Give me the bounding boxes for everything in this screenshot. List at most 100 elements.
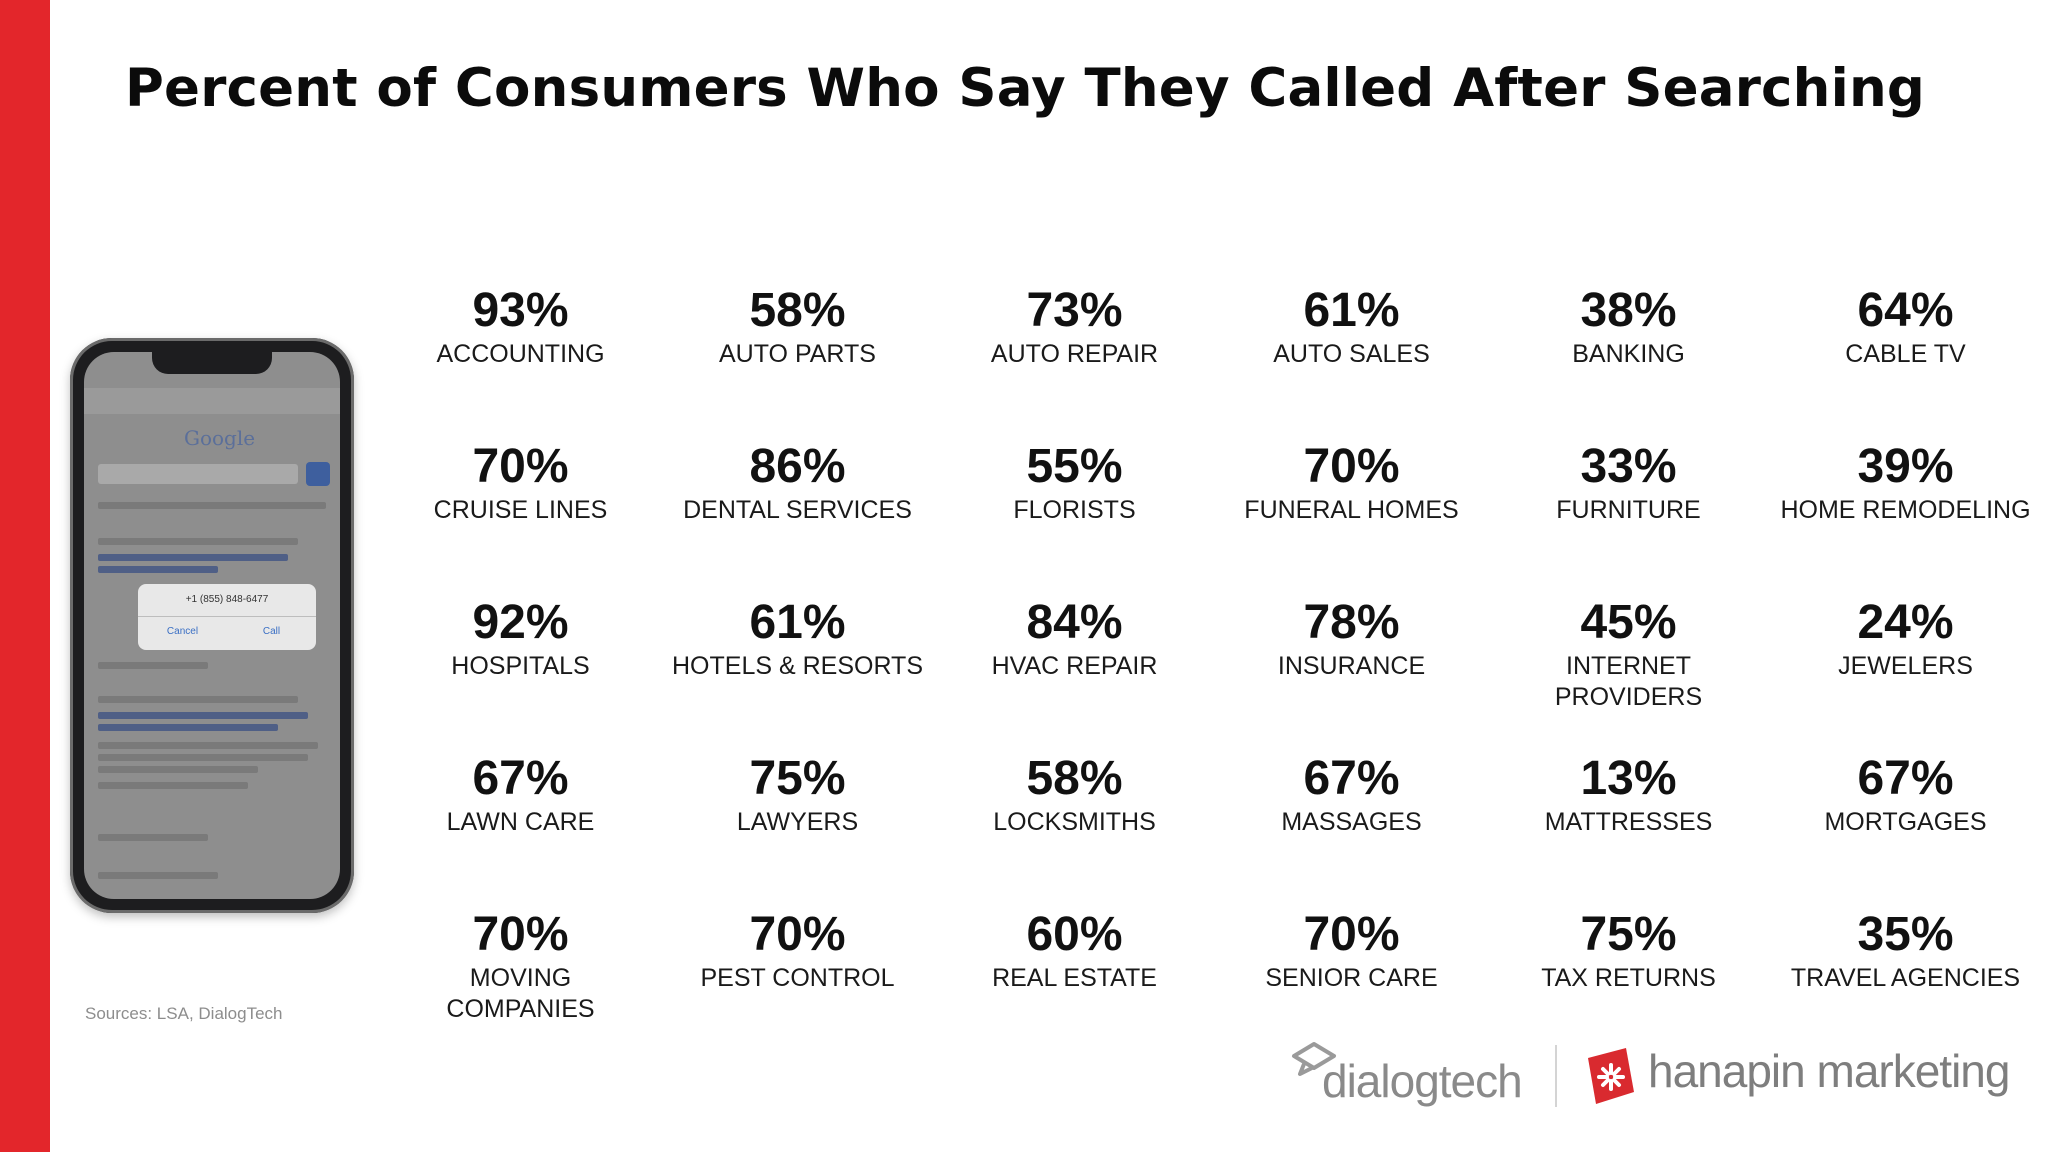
industry-percent: 70% (1303, 440, 1400, 493)
dialogtech-icon (1292, 1042, 1336, 1076)
industry-item: 24% JEWELERS (1767, 595, 2044, 751)
dialogtech-wordmark: dialogtech (1322, 1055, 1523, 1107)
industry-percent: 75% (1580, 908, 1677, 961)
industry-item: 86% DENTAL SERVICES (659, 439, 936, 595)
industry-label: AUTO PARTS (719, 340, 876, 368)
phone-dialog-divider (138, 616, 316, 617)
industry-item: 45% INTERNET PROVIDERS (1490, 595, 1767, 751)
industry-label: DENTAL SERVICES (683, 496, 912, 524)
phone-illustration: Google +1 (855) 848-6477 Cancel Call (70, 338, 354, 913)
industry-item: 38% BANKING (1490, 283, 1767, 439)
industry-label: PEST CONTROL (700, 964, 895, 992)
phone-screen: Google +1 (855) 848-6477 Cancel Call (84, 352, 340, 899)
industry-label: INTERNET PROVIDERS (1554, 652, 1703, 711)
industry-item: 70% PEST CONTROL (659, 907, 936, 1063)
industry-label: HOSPITALS (451, 652, 590, 680)
phone-dialog-cancel: Cancel (166, 626, 199, 637)
industry-label: JEWELERS (1838, 652, 1973, 680)
accent-bar (0, 0, 50, 1152)
industry-label: MORTGAGES (1824, 808, 1987, 836)
industry-percent: 13% (1580, 752, 1677, 805)
industry-item: 61% AUTO SALES (1213, 283, 1490, 439)
phone-result-line (98, 662, 208, 669)
industry-percent: 70% (749, 908, 846, 961)
phone-dialog-call: Call (262, 626, 281, 637)
phone-result-line (98, 538, 298, 545)
phone-result-line (98, 766, 258, 773)
industry-label: INSURANCE (1277, 652, 1426, 680)
industry-item: 78% INSURANCE (1213, 595, 1490, 751)
industry-item: 67% MASSAGES (1213, 751, 1490, 907)
logo-divider (1555, 1045, 1557, 1107)
industry-percent: 55% (1026, 440, 1123, 493)
industry-item: 70% MOVING COMPANIES (382, 907, 659, 1063)
industry-item: 67% LAWN CARE (382, 751, 659, 907)
industry-item: 13% MATTRESSES (1490, 751, 1767, 907)
industry-item: 55% FLORISTS (936, 439, 1213, 595)
industry-label: MATTRESSES (1544, 808, 1713, 836)
industry-grid: 93% ACCOUNTING 58% AUTO PARTS 73% AUTO REPA… (382, 283, 2047, 1063)
phone-result-line (98, 696, 298, 703)
industry-label: LOCKSMITHS (993, 808, 1156, 836)
industry-label: ACCOUNTING (436, 340, 605, 368)
industry-percent: 58% (749, 284, 846, 337)
industry-label: LAWYERS (736, 808, 859, 836)
phone-tabs-line (98, 502, 326, 509)
industry-item: 60% REAL ESTATE (936, 907, 1213, 1063)
sources-note: Sources: LSA, DialogTech (85, 1004, 283, 1023)
industry-percent: 61% (749, 596, 846, 649)
industry-percent: 73% (1026, 284, 1123, 337)
industry-item: 61% HOTELS & RESORTS (659, 595, 936, 751)
phone-result-link (98, 554, 288, 561)
industry-percent: 67% (1857, 752, 1954, 805)
industry-item: 70% FUNERAL HOMES (1213, 439, 1490, 595)
hanapin-logo: hanapin marketing (1582, 1044, 2022, 1114)
industry-label: CRUISE LINES (433, 496, 608, 524)
industry-percent: 70% (472, 908, 569, 961)
industry-label: AUTO SALES (1273, 340, 1430, 368)
phone-result-link (98, 724, 278, 731)
industry-percent: 67% (472, 752, 569, 805)
industry-percent: 39% (1857, 440, 1954, 493)
phone-address-bar (84, 388, 340, 414)
industry-label: LAWN CARE (446, 808, 595, 836)
industry-item: 33% FURNITURE (1490, 439, 1767, 595)
industry-percent: 86% (749, 440, 846, 493)
phone-result-line (98, 782, 248, 789)
industry-percent: 84% (1026, 596, 1123, 649)
hanapin-wordmark: hanapin marketing (1648, 1045, 2010, 1097)
industry-label: MOVING COMPANIES (446, 964, 595, 1023)
industry-percent: 67% (1303, 752, 1400, 805)
industry-item: 84% HVAC REPAIR (936, 595, 1213, 751)
industry-percent: 93% (472, 284, 569, 337)
industry-label: CABLE TV (1845, 340, 1966, 368)
industry-label: TRAVEL AGENCIES (1790, 964, 2021, 992)
industry-percent: 38% (1580, 284, 1677, 337)
phone-result-line (98, 742, 318, 749)
phone-result-line (98, 834, 208, 841)
industry-item: 70% SENIOR CARE (1213, 907, 1490, 1063)
industry-label: HVAC REPAIR (991, 652, 1158, 680)
phone-search-input (98, 464, 298, 484)
industry-item: 58% LOCKSMITHS (936, 751, 1213, 907)
industry-label: TAX RETURNS (1541, 964, 1716, 992)
industry-percent: 70% (472, 440, 569, 493)
industry-percent: 35% (1857, 908, 1954, 961)
industry-item: 93% ACCOUNTING (382, 283, 659, 439)
industry-percent: 61% (1303, 284, 1400, 337)
phone-search-logo: Google (184, 426, 256, 450)
industry-percent: 78% (1303, 596, 1400, 649)
industry-label: MASSAGES (1281, 808, 1422, 836)
industry-item: 39% HOME REMODELING (1767, 439, 2044, 595)
industry-percent: 75% (749, 752, 846, 805)
industry-item: 58% AUTO PARTS (659, 283, 936, 439)
phone-result-line (98, 872, 218, 879)
industry-label: FUNERAL HOMES (1244, 496, 1459, 524)
phone-dialog-number: +1 (855) 848-6477 (185, 594, 269, 605)
industry-item: 64% CABLE TV (1767, 283, 2044, 439)
industry-percent: 33% (1580, 440, 1677, 493)
industry-label: FLORISTS (1013, 496, 1136, 524)
industry-item: 70% CRUISE LINES (382, 439, 659, 595)
hanapin-icon (1588, 1048, 1634, 1104)
industry-item: 73% AUTO REPAIR (936, 283, 1213, 439)
